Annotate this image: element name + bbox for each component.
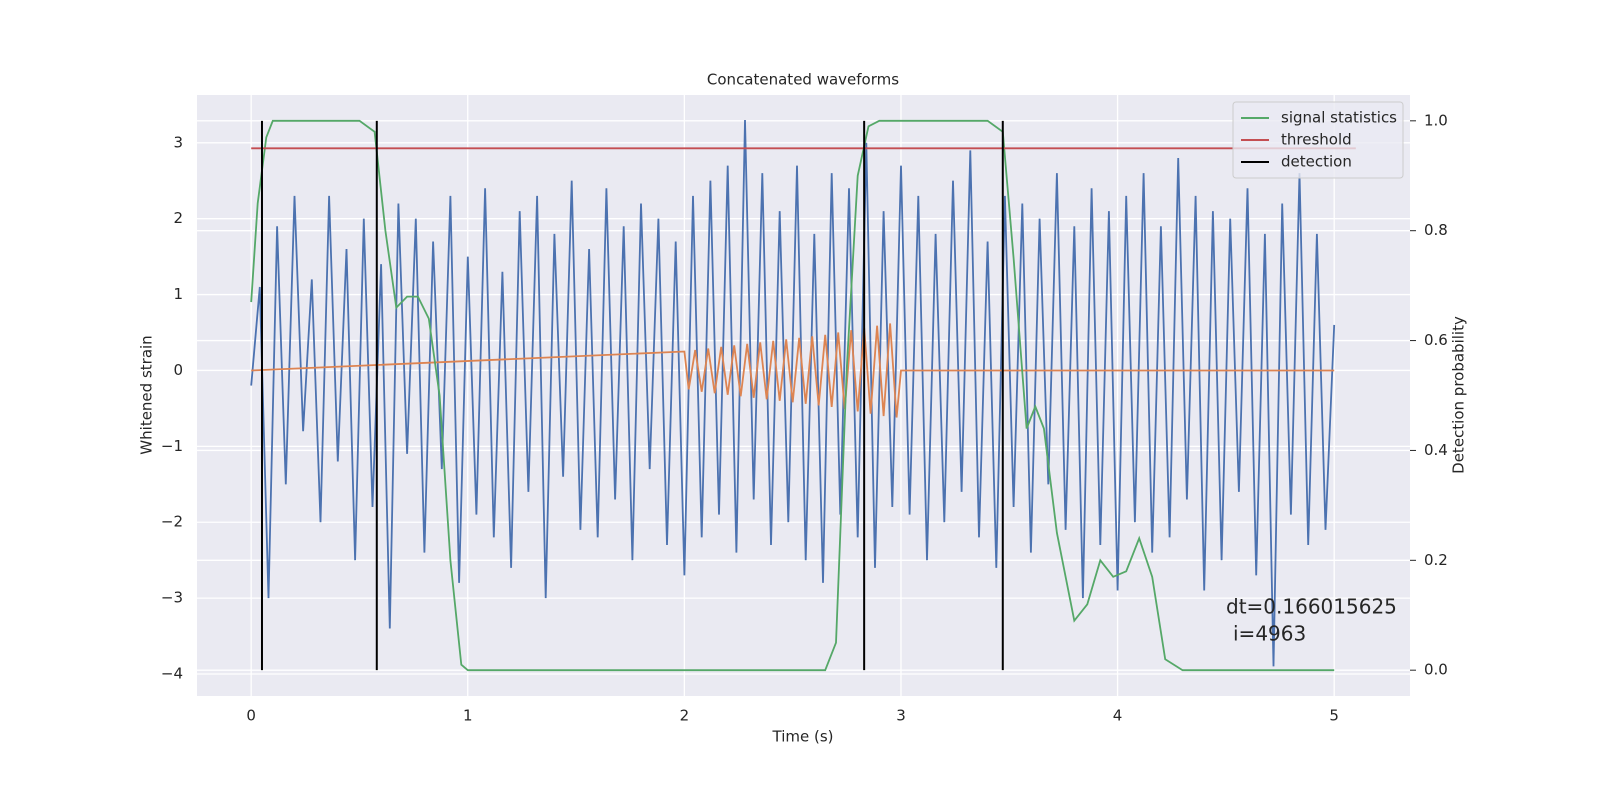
- chart-title: Concatenated waveforms: [707, 71, 899, 89]
- y-axis-label: Whitened strain: [138, 335, 156, 454]
- y2-tick-label: 0.6: [1424, 331, 1448, 349]
- y2-tick-label: 0.4: [1424, 441, 1448, 459]
- legend: signal statistics threshold detection: [1232, 101, 1404, 179]
- y-tick-label: 0: [173, 361, 183, 379]
- x-tick-label: 4: [1113, 707, 1123, 725]
- legend-label: threshold: [1281, 131, 1352, 149]
- y2-tick-label: 0.8: [1424, 221, 1448, 239]
- x-tick-label: 2: [680, 707, 690, 725]
- series-line: [251, 323, 1335, 418]
- x-tick-label: 0: [246, 707, 256, 725]
- x-tick-label: 1: [463, 707, 473, 725]
- legend-box: [1232, 101, 1404, 179]
- annotation: i=4963: [1233, 622, 1306, 646]
- y2-tick-label: 0.0: [1424, 661, 1448, 679]
- legend-label: signal statistics: [1281, 109, 1397, 127]
- y-tick-label: −3: [161, 589, 183, 607]
- series-line: [250, 119, 1335, 672]
- x-axis-label: Time (s): [772, 728, 834, 746]
- y-tick-label: 3: [173, 133, 183, 151]
- y-tick-label: −2: [161, 513, 183, 531]
- y-tick-label: −4: [161, 664, 183, 682]
- y2-axis-label: Detection probability: [1450, 316, 1468, 474]
- legend-label: detection: [1281, 153, 1352, 171]
- y-tick-label: −1: [161, 437, 183, 455]
- series-line: [250, 119, 1336, 667]
- y-tick-label: 2: [173, 209, 183, 227]
- y-tick-label: 1: [173, 285, 183, 303]
- annotation: dt=0.166015625: [1226, 595, 1397, 619]
- x-tick-label: 3: [896, 707, 906, 725]
- y2-tick-label: 0.2: [1424, 551, 1448, 569]
- x-tick-label: 5: [1329, 707, 1339, 725]
- y2-tick-label: 1.0: [1424, 111, 1448, 129]
